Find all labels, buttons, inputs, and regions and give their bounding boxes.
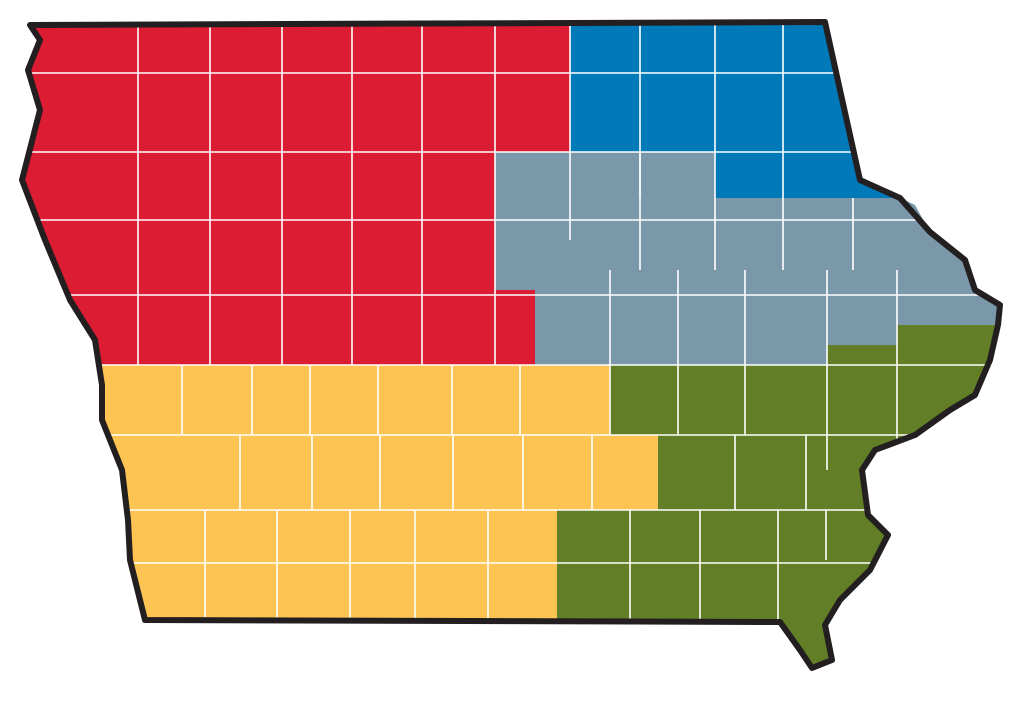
region <box>495 152 1000 365</box>
region <box>570 22 900 198</box>
state-outline <box>19 19 1003 671</box>
region <box>557 325 998 668</box>
region <box>100 365 658 620</box>
region <box>22 25 570 365</box>
county-lines <box>22 25 1000 620</box>
regions <box>22 22 1000 668</box>
